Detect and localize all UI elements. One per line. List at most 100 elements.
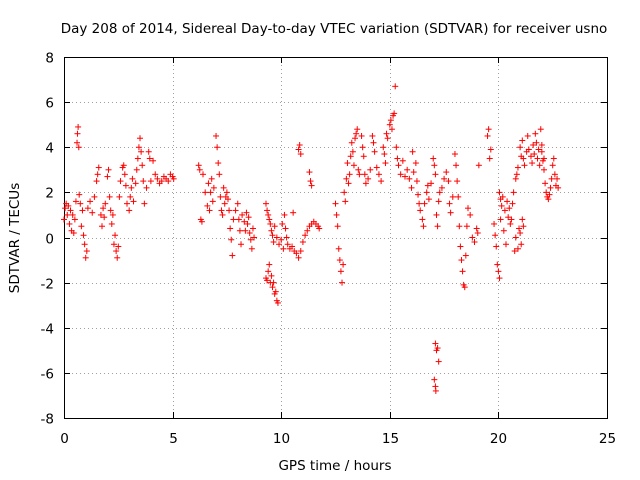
data-point — [226, 207, 233, 214]
data-point — [95, 164, 102, 171]
data-point — [81, 241, 88, 248]
data-point — [349, 148, 356, 155]
data-point — [514, 245, 521, 252]
data-point — [508, 216, 515, 223]
data-point — [378, 178, 385, 185]
data-point — [262, 200, 269, 207]
y-tick-label: 6 — [45, 96, 54, 112]
data-point — [279, 220, 286, 227]
data-point — [304, 227, 311, 234]
data-point — [463, 223, 470, 230]
data-point — [140, 178, 147, 185]
data-point — [127, 193, 134, 200]
data-point — [264, 207, 271, 214]
data-point — [207, 189, 214, 196]
data-point — [434, 223, 441, 230]
data-point — [456, 223, 463, 230]
data-point — [530, 141, 537, 148]
data-point — [306, 169, 313, 176]
data-point — [139, 162, 146, 169]
data-point — [158, 178, 165, 185]
data-point — [145, 148, 152, 155]
data-point — [217, 193, 224, 200]
data-point — [202, 189, 209, 196]
data-point — [200, 171, 207, 178]
data-point — [146, 155, 153, 162]
data-point — [108, 220, 115, 227]
data-point — [517, 229, 524, 236]
data-point — [518, 241, 525, 248]
data-point — [269, 232, 276, 239]
data-point — [333, 211, 340, 218]
data-point — [430, 155, 437, 162]
data-point — [369, 132, 376, 139]
data-point — [519, 216, 526, 223]
data-point — [451, 151, 458, 158]
data-point — [497, 196, 504, 203]
data-point — [247, 236, 254, 243]
data-point — [270, 239, 277, 246]
data-point — [290, 209, 297, 216]
data-point — [473, 225, 480, 232]
data-point — [65, 202, 72, 209]
data-point — [404, 166, 411, 173]
data-point — [496, 275, 503, 282]
data-point — [340, 261, 347, 268]
data-point — [102, 200, 109, 207]
data-point — [548, 175, 555, 182]
data-point — [112, 232, 119, 239]
data-point — [229, 252, 236, 259]
data-point — [507, 220, 514, 227]
data-point — [76, 191, 83, 198]
data-point — [344, 160, 351, 167]
data-point — [397, 171, 404, 178]
data-point — [420, 223, 427, 230]
data-point — [334, 223, 341, 230]
data-point — [82, 254, 89, 261]
data-point — [147, 178, 154, 185]
data-point — [362, 180, 369, 187]
x-tick-label: 20 — [490, 431, 507, 447]
data-point — [453, 162, 460, 169]
data-point — [343, 175, 350, 182]
data-point — [346, 171, 353, 178]
data-point — [410, 169, 417, 176]
y-tick-label: 4 — [45, 141, 54, 157]
data-point — [542, 180, 549, 187]
data-point — [455, 193, 462, 200]
data-point — [75, 144, 82, 151]
data-point — [289, 243, 296, 250]
data-point — [454, 178, 461, 185]
data-point — [469, 234, 476, 241]
data-point — [99, 223, 106, 230]
data-point — [541, 166, 548, 173]
data-point — [116, 193, 123, 200]
data-point — [273, 234, 280, 241]
data-point — [506, 205, 513, 212]
data-point — [215, 160, 222, 167]
data-point — [417, 207, 424, 214]
data-point — [283, 234, 290, 241]
data-point — [402, 173, 409, 180]
data-point — [388, 126, 395, 133]
data-point — [195, 162, 202, 169]
data-point — [545, 196, 552, 203]
data-point — [280, 245, 287, 252]
data-point — [360, 153, 367, 160]
data-point — [308, 182, 315, 189]
y-tick-label: -4 — [41, 322, 54, 338]
data-point — [307, 178, 314, 185]
grid — [64, 57, 607, 418]
data-point — [464, 205, 471, 212]
data-point — [269, 284, 276, 291]
y-tick-label: 2 — [45, 186, 54, 202]
data-point — [431, 376, 438, 383]
data-point — [94, 171, 101, 178]
data-point — [138, 148, 145, 155]
data-point — [354, 126, 361, 133]
data-point — [538, 141, 545, 148]
data-point — [245, 214, 252, 221]
data-point — [529, 160, 536, 167]
y-tick-label: -6 — [41, 367, 54, 383]
data-point — [512, 234, 519, 241]
